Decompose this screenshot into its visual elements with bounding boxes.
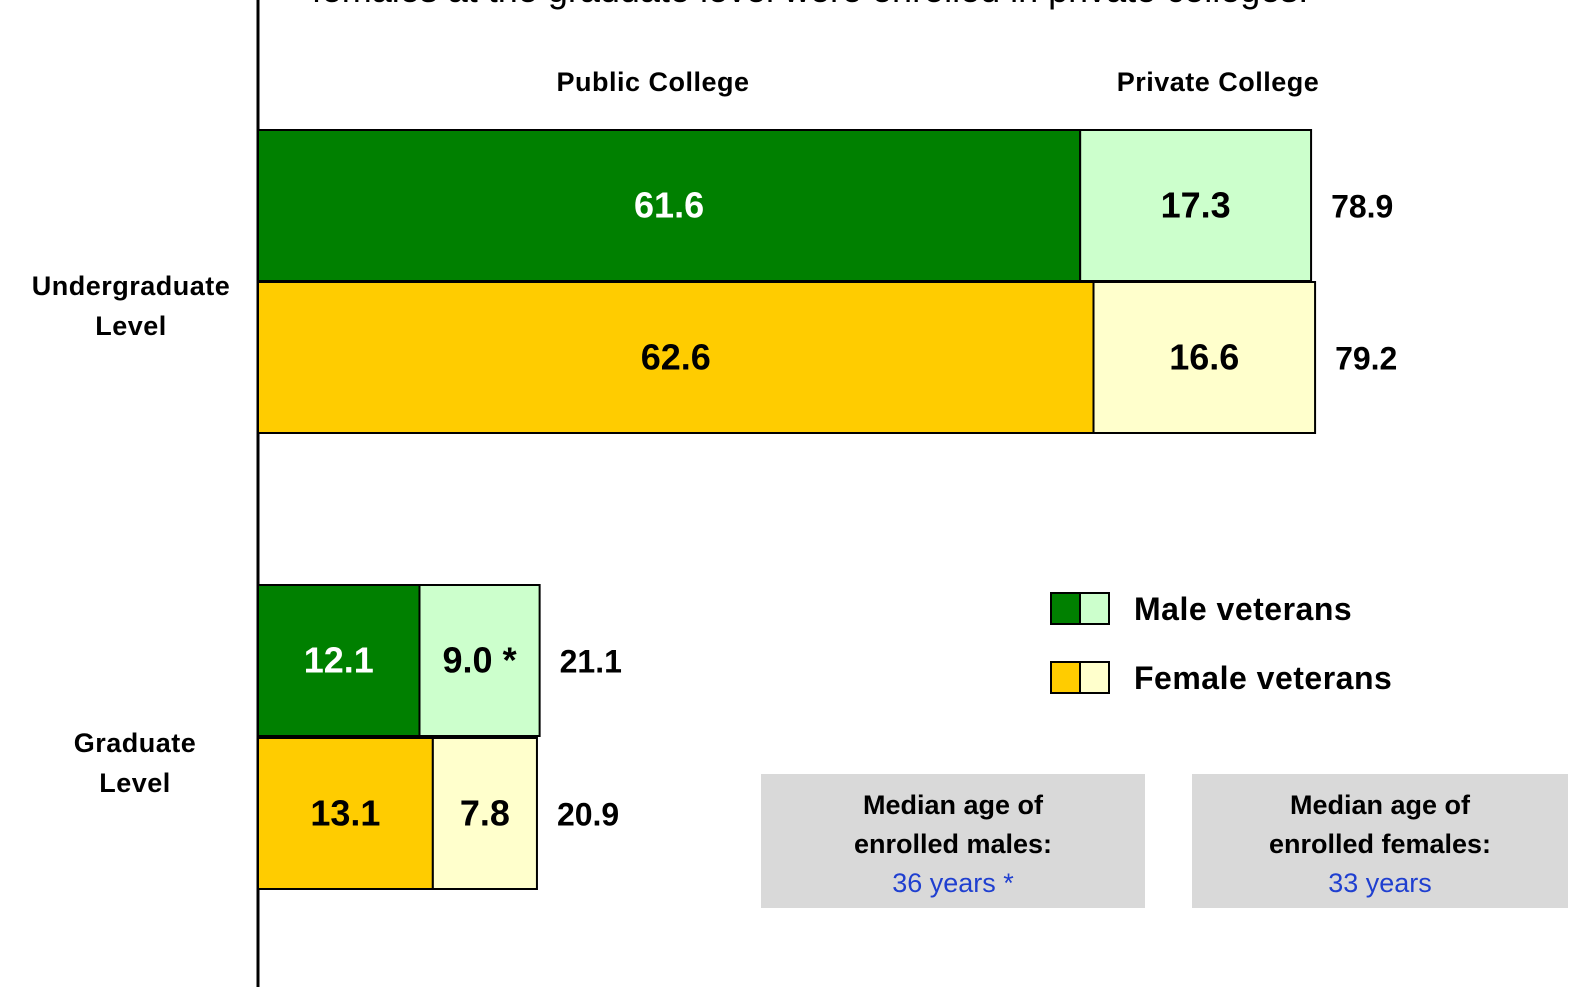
bar-segment xyxy=(257,281,1095,434)
data-label: 16.6 xyxy=(1169,337,1239,378)
bar-segment xyxy=(418,584,541,737)
segment-header: Private College xyxy=(1117,67,1320,97)
bar-segment xyxy=(257,584,421,737)
annotation-text: Median age of enrolled males: xyxy=(853,790,1053,859)
legend-swatch xyxy=(1050,592,1081,625)
annotation-box: Median age of enrolled females: 33 years xyxy=(1192,774,1568,908)
annotation-text: Median age of enrolled females: xyxy=(1268,790,1492,859)
annotation-value: 33 years xyxy=(1328,868,1432,898)
legend-swatch xyxy=(1079,661,1110,694)
annotation-value: 36 years * xyxy=(892,868,1014,898)
total-label: 21.1 xyxy=(560,644,622,680)
total-label: 79.2 xyxy=(1335,341,1397,377)
bar-segment xyxy=(431,737,538,890)
bar-segment xyxy=(257,129,1082,282)
data-label: 12.1 xyxy=(304,640,374,681)
legend-swatch xyxy=(1079,592,1110,625)
segment-header: Public College xyxy=(556,67,749,97)
category-label: Undergraduate Level xyxy=(31,271,231,341)
data-label: 17.3 xyxy=(1161,185,1231,226)
data-label: 62.6 xyxy=(641,337,711,378)
bar-segment xyxy=(257,737,434,890)
data-label: 9.0 * xyxy=(443,640,517,681)
total-label: 78.9 xyxy=(1331,189,1393,225)
data-label: 7.8 xyxy=(460,793,510,834)
legend-label: Male veterans xyxy=(1134,591,1352,627)
annotation-box: Median age of enrolled males: 36 years * xyxy=(761,774,1145,908)
subtitle: females at the graduate level were enrol… xyxy=(312,0,1309,10)
data-label: 13.1 xyxy=(310,793,380,834)
legend-label: Female veterans xyxy=(1134,660,1392,696)
total-label: 20.9 xyxy=(557,797,619,833)
bar-segment xyxy=(1079,129,1313,282)
bar-segment xyxy=(1092,281,1317,434)
data-label: 61.6 xyxy=(634,185,704,226)
legend-swatch xyxy=(1050,661,1081,694)
category-label: Graduate Level xyxy=(73,728,197,798)
